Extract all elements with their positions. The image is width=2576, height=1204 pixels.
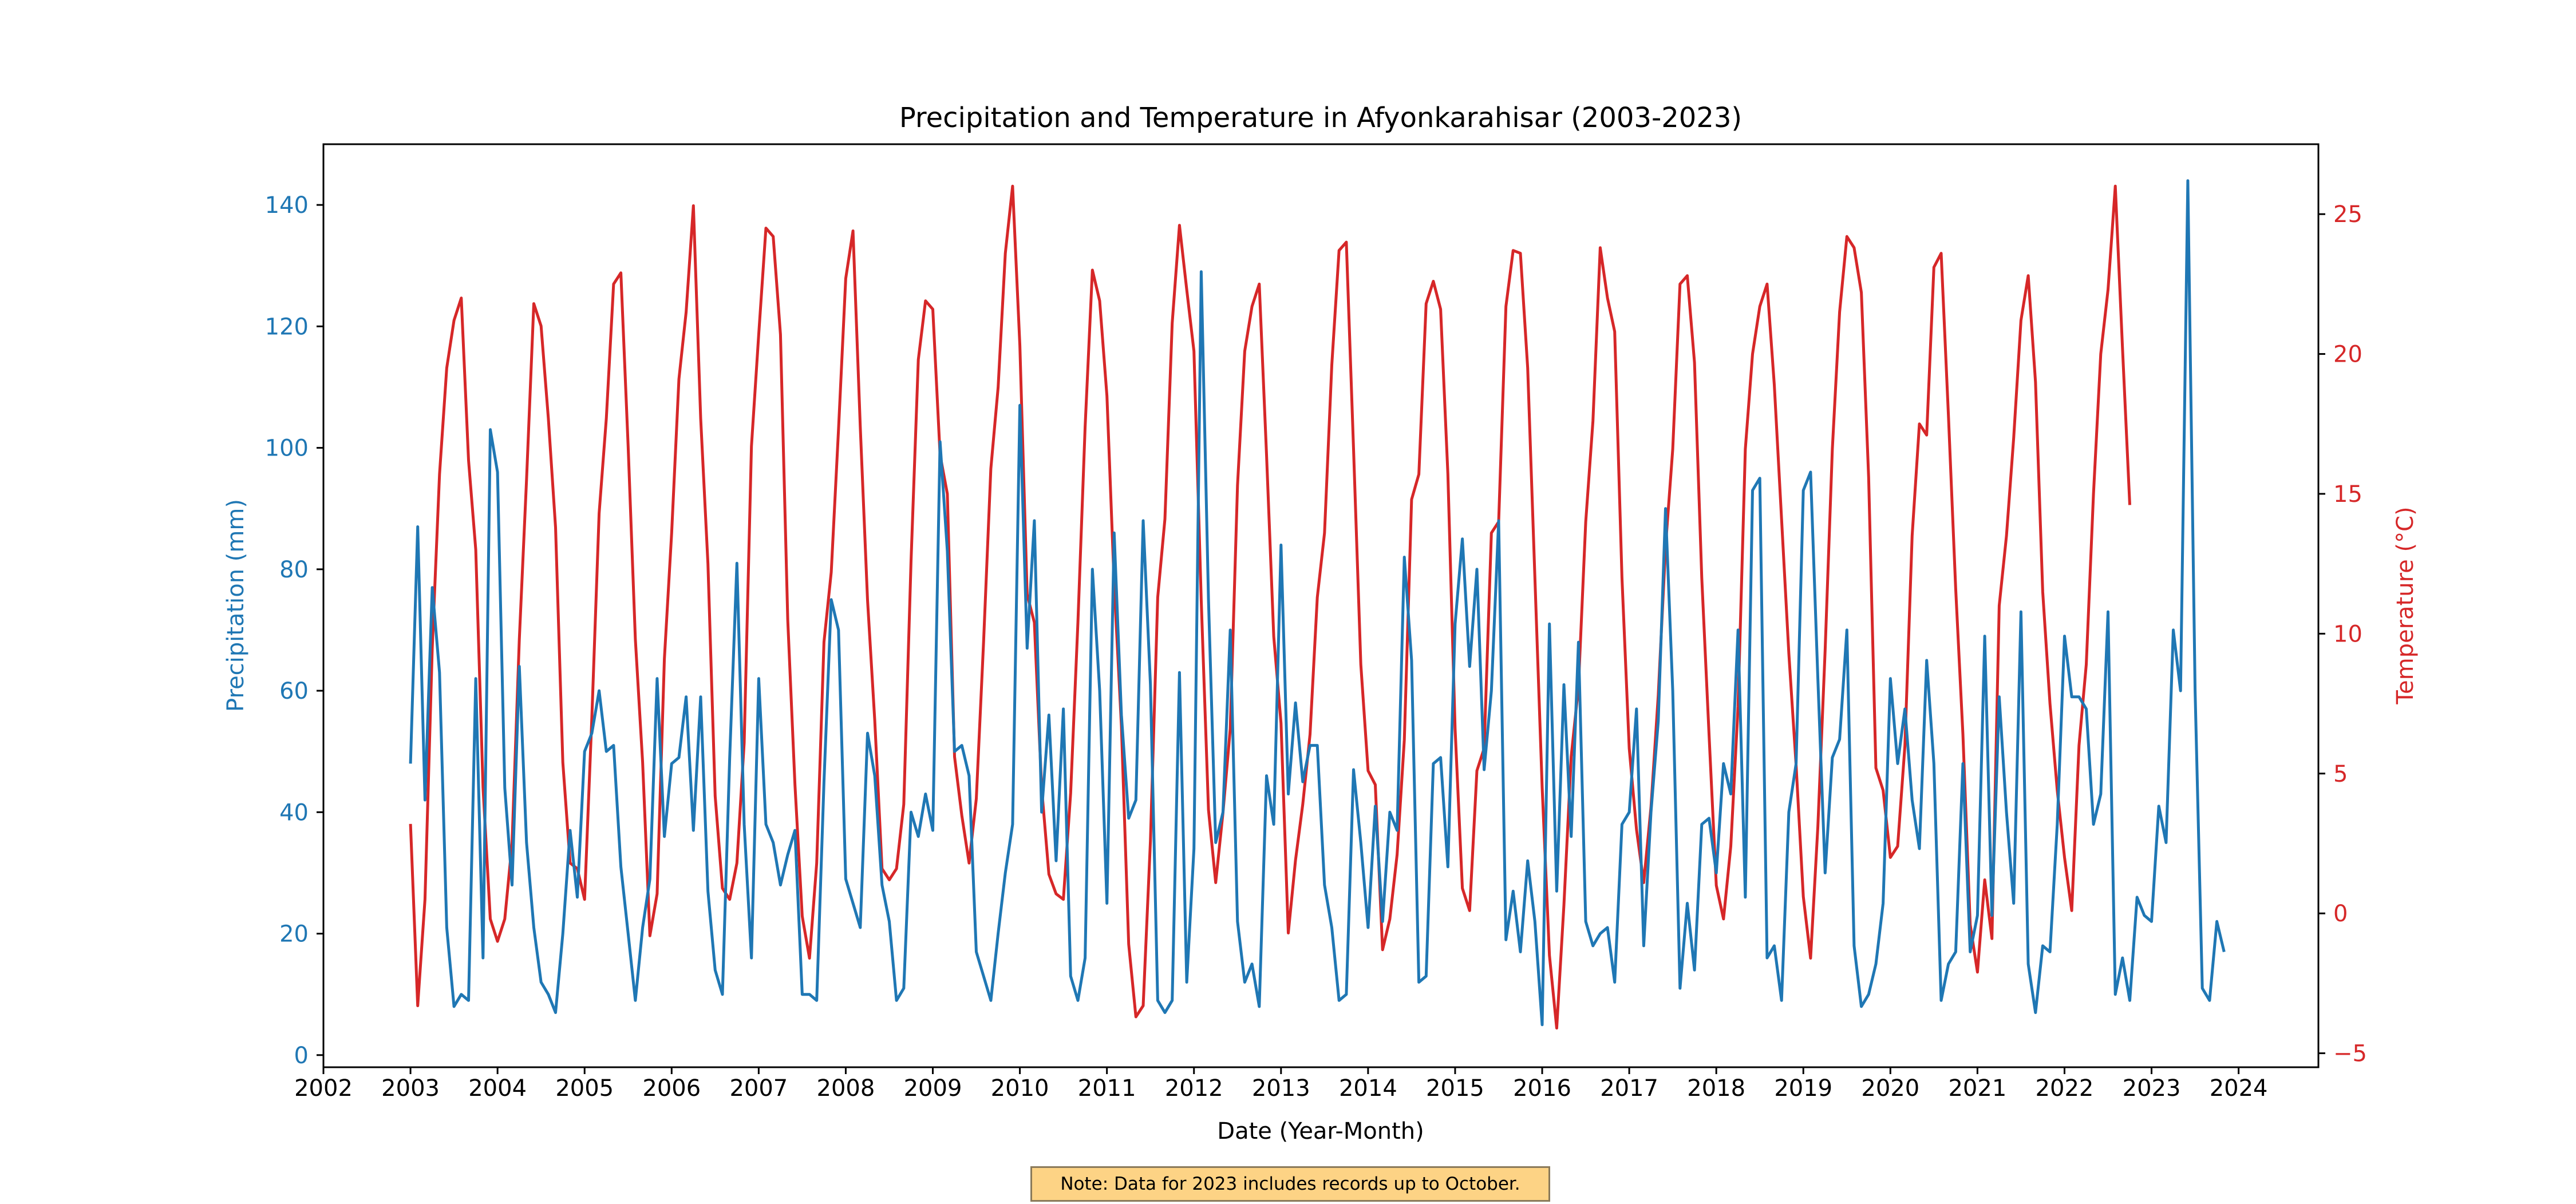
x-tick-label: 2024 xyxy=(2210,1075,2268,1102)
precipitation-line xyxy=(409,179,2226,1027)
right-y-tick-label: 0 xyxy=(2333,901,2348,927)
left-y-tick-label: 60 xyxy=(279,678,309,704)
left-y-tick-label: 0 xyxy=(294,1043,309,1069)
x-tick-label: 2013 xyxy=(1252,1075,1310,1102)
left-y-tick-label: 100 xyxy=(265,435,309,462)
x-tick-label: 2005 xyxy=(555,1075,614,1102)
x-tick-label: 2009 xyxy=(904,1075,962,1102)
x-tick-label: 2020 xyxy=(1861,1075,1919,1102)
x-tick-label: 2022 xyxy=(2036,1075,2094,1102)
x-tick-label: 2010 xyxy=(991,1075,1049,1102)
x-tick-label: 2015 xyxy=(1426,1075,1484,1102)
left-y-tick-label: 80 xyxy=(279,557,309,583)
series-layer xyxy=(409,179,2226,1030)
left-y-tick-label: 140 xyxy=(265,192,309,219)
left-y-tick-label: 120 xyxy=(265,314,309,340)
x-tick-label: 2019 xyxy=(1774,1075,1832,1102)
temperature-line xyxy=(409,184,2131,1030)
x-tick-label: 2012 xyxy=(1165,1075,1223,1102)
x-tick-label: 2023 xyxy=(2123,1075,2181,1102)
right-y-tick-label: 15 xyxy=(2333,481,2362,508)
x-tick-label: 2008 xyxy=(817,1075,875,1102)
left-y-axis: 0 20 40 60 80 100 120 140 xyxy=(265,192,323,1069)
x-tick-label: 2017 xyxy=(1600,1075,1658,1102)
x-tick-label: 2014 xyxy=(1339,1075,1397,1102)
chart-title: Precipitation and Temperature in Afyonka… xyxy=(899,102,1742,134)
left-y-tick-label: 20 xyxy=(279,921,309,948)
x-tick-label: 2021 xyxy=(1948,1075,2006,1102)
footnote-box: Note: Data for 2023 includes records up … xyxy=(1030,1166,1550,1202)
right-y-tick-label: 20 xyxy=(2333,342,2362,368)
right-y-axis: −5 0 5 10 15 20 25 xyxy=(2318,201,2367,1067)
x-tick-label: 2011 xyxy=(1078,1075,1136,1102)
right-y-tick-label: 25 xyxy=(2333,201,2362,228)
right-y-tick-label: 5 xyxy=(2333,761,2348,787)
x-tick-label: 2007 xyxy=(729,1075,788,1102)
x-tick-label: 2006 xyxy=(642,1075,701,1102)
x-tick-label: 2018 xyxy=(1687,1075,1745,1102)
x-tick-label: 2016 xyxy=(1513,1075,1571,1102)
right-y-tick-label: −5 xyxy=(2333,1041,2367,1067)
plot-frame xyxy=(322,143,2320,1068)
right-y-tick-label: 10 xyxy=(2333,621,2362,647)
x-tick-label: 2003 xyxy=(381,1075,440,1102)
x-axis: 2002 2003 2004 2005 2006 2007 2008 2009 2010 2011… xyxy=(294,1067,2267,1102)
x-tick-label: 2002 xyxy=(294,1075,353,1102)
left-y-tick-label: 40 xyxy=(279,799,309,826)
x-axis-label: Date (Year-Month) xyxy=(1217,1118,1424,1144)
x-tick-label: 2004 xyxy=(468,1075,527,1102)
right-y-axis-label: Temperature (°C) xyxy=(2392,506,2419,704)
left-y-axis-label: Precipitation (mm) xyxy=(223,499,249,712)
footnote-text: Note: Data for 2023 includes records up … xyxy=(1060,1174,1520,1194)
